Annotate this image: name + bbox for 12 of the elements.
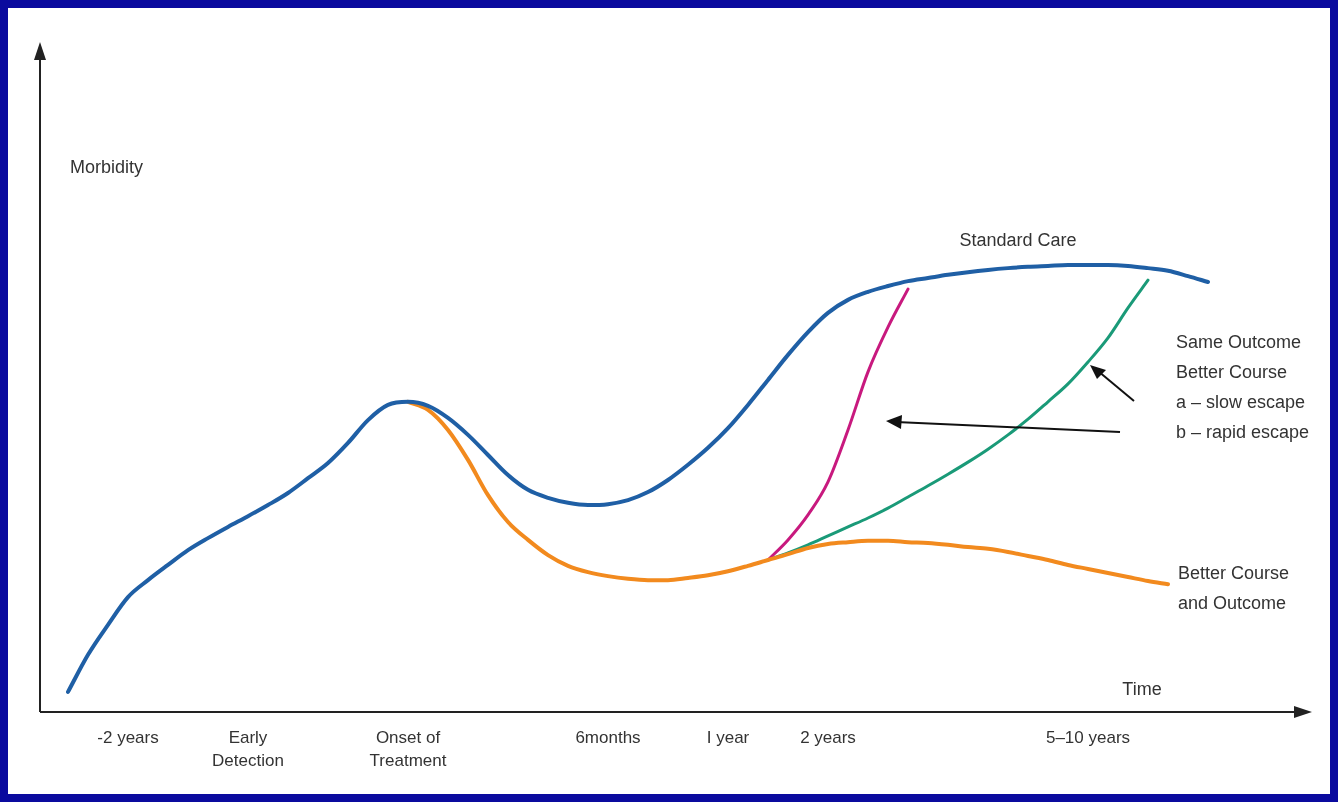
series-label: Better Course and Outcome bbox=[1178, 563, 1290, 614]
x-tick-label: Early Detection bbox=[212, 727, 284, 771]
x-tick-label: Onset of Treatment bbox=[369, 727, 447, 771]
y-axis-title: Morbidity bbox=[70, 156, 144, 177]
x-tick-label: 5–10 years bbox=[1045, 727, 1131, 747]
x-axis-title: Time bbox=[1122, 678, 1162, 699]
x-tick-label: 6months bbox=[575, 727, 641, 747]
x-tick-label: -2 years bbox=[97, 727, 159, 747]
x-tick-label: 2 years bbox=[800, 727, 856, 747]
series-label: Standard Care bbox=[959, 229, 1077, 250]
x-tick-label: I year bbox=[706, 727, 750, 747]
annotation: Same Outcome Better Course a – slow escape b – rapid escape bbox=[1176, 331, 1310, 442]
